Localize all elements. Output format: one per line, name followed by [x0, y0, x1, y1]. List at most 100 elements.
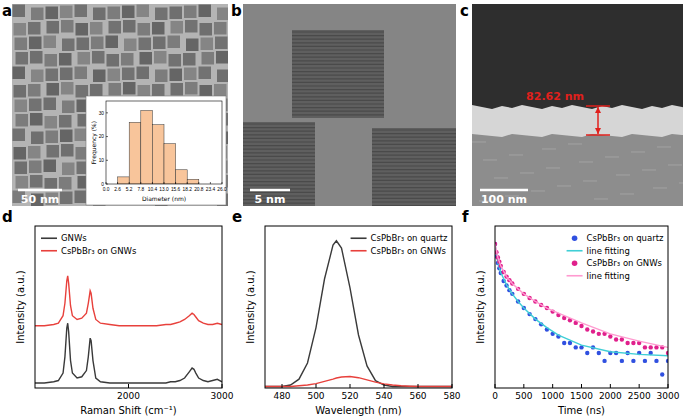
lattice-fringe	[372, 144, 456, 145]
texture	[679, 183, 683, 184]
lattice-fringe	[243, 156, 315, 157]
scale-bar	[250, 189, 290, 192]
x-tick	[316, 384, 317, 388]
x-tick	[164, 182, 165, 184]
x-tick-label: 500	[307, 391, 324, 401]
data-point	[660, 372, 664, 376]
texture	[579, 162, 593, 163]
x-tick	[452, 384, 453, 388]
nanocube	[243, 122, 315, 206]
legend: CsPbBr₃ on quartz CsPbBr₃ on GNWs	[351, 233, 448, 256]
sem-image	[472, 4, 683, 206]
x-tick-label: 2500	[628, 391, 651, 401]
lattice-fringe	[243, 167, 315, 168]
x-tick	[117, 182, 118, 184]
hist-bar	[164, 144, 176, 184]
chart: 0.02.65.27.810.413.015.618.220.823.426.0…	[86, 96, 227, 205]
nanocube	[186, 39, 199, 52]
nanocube	[93, 70, 106, 83]
nanocube	[47, 21, 60, 34]
y-axis-title: Frequency (%)	[90, 121, 98, 164]
nanocube	[76, 85, 89, 98]
x-tick-label: 580	[443, 391, 460, 401]
x-tick-label: 2000	[599, 391, 622, 401]
legend-label: CsPbBr₃ on quartz	[371, 233, 448, 243]
legend-label: CsPbBr₃ on GNWs	[371, 246, 447, 256]
texture	[631, 152, 645, 153]
nanocube	[15, 100, 28, 113]
nanocube	[16, 176, 29, 189]
lattice-fringe	[372, 176, 456, 177]
panel-letter: c	[460, 2, 469, 20]
nanocube	[201, 38, 214, 51]
plot-area	[118, 110, 199, 184]
lattice-fringe	[372, 198, 456, 199]
nanocube	[137, 67, 150, 80]
plot-area	[495, 242, 668, 377]
panel-letter: d	[2, 208, 13, 226]
nanocube	[200, 23, 213, 36]
texture	[546, 168, 560, 169]
nanocube	[139, 38, 152, 51]
lattice-fringe	[372, 187, 456, 188]
x-tick-label: 0.0	[103, 187, 110, 192]
data-point	[602, 359, 606, 363]
x-tick-label: 520	[341, 391, 358, 401]
x-tick-label: 2.6	[114, 187, 121, 192]
nanocube	[15, 38, 28, 51]
x-tick-label: 18.2	[183, 187, 193, 192]
texture	[616, 175, 630, 176]
nanocube	[202, 52, 215, 65]
substrate	[472, 134, 683, 206]
nanocube	[47, 83, 60, 96]
texture	[657, 147, 671, 148]
nanocube	[155, 70, 168, 83]
nanocube	[75, 129, 88, 142]
lattice-fringe	[292, 78, 384, 79]
lattice-fringe	[243, 123, 315, 124]
nanocube	[28, 146, 41, 159]
lattice-fringe	[372, 147, 456, 148]
nanocube	[153, 37, 166, 50]
nanocube	[199, 5, 212, 18]
legend-swatch	[572, 260, 578, 266]
lattice-fringe	[243, 141, 315, 142]
y-axis-title: Intensity (a.u.)	[15, 270, 26, 343]
x-tick-label: 3000	[657, 391, 680, 401]
texture	[583, 181, 597, 182]
texture	[557, 186, 571, 187]
film-layer	[472, 105, 683, 137]
x-tick	[282, 384, 283, 388]
nanocube	[29, 37, 42, 50]
series-line	[265, 377, 452, 387]
lattice-fringe	[243, 131, 315, 132]
nanocube	[152, 22, 165, 35]
x-tick-label: 15.6	[171, 187, 181, 192]
legend-label: CsPbBr₃ on quartz	[587, 233, 664, 243]
nanocube	[200, 85, 213, 98]
panel-letter: a	[2, 2, 12, 20]
axes-frame	[106, 101, 222, 184]
inset-bg	[86, 96, 226, 205]
nanocube	[108, 7, 121, 20]
series-line	[35, 276, 222, 326]
nanocube	[138, 85, 151, 98]
image-bg	[472, 4, 683, 206]
lattice-fringe	[243, 159, 315, 160]
texture	[542, 149, 556, 150]
y-tick	[106, 184, 108, 185]
thickness-cap	[586, 134, 610, 136]
series-line	[35, 323, 222, 383]
x-tick	[129, 182, 130, 184]
data-point	[597, 332, 601, 336]
nanocube	[170, 7, 183, 20]
nanocube	[78, 52, 91, 65]
nanocube	[44, 160, 57, 173]
legend-swatch	[351, 250, 367, 252]
nanocube	[121, 53, 134, 66]
nanocube	[171, 21, 184, 34]
lattice-fringe	[292, 35, 384, 36]
image-bg	[12, 4, 228, 206]
nanocube	[107, 54, 120, 67]
nanocube	[137, 5, 150, 18]
